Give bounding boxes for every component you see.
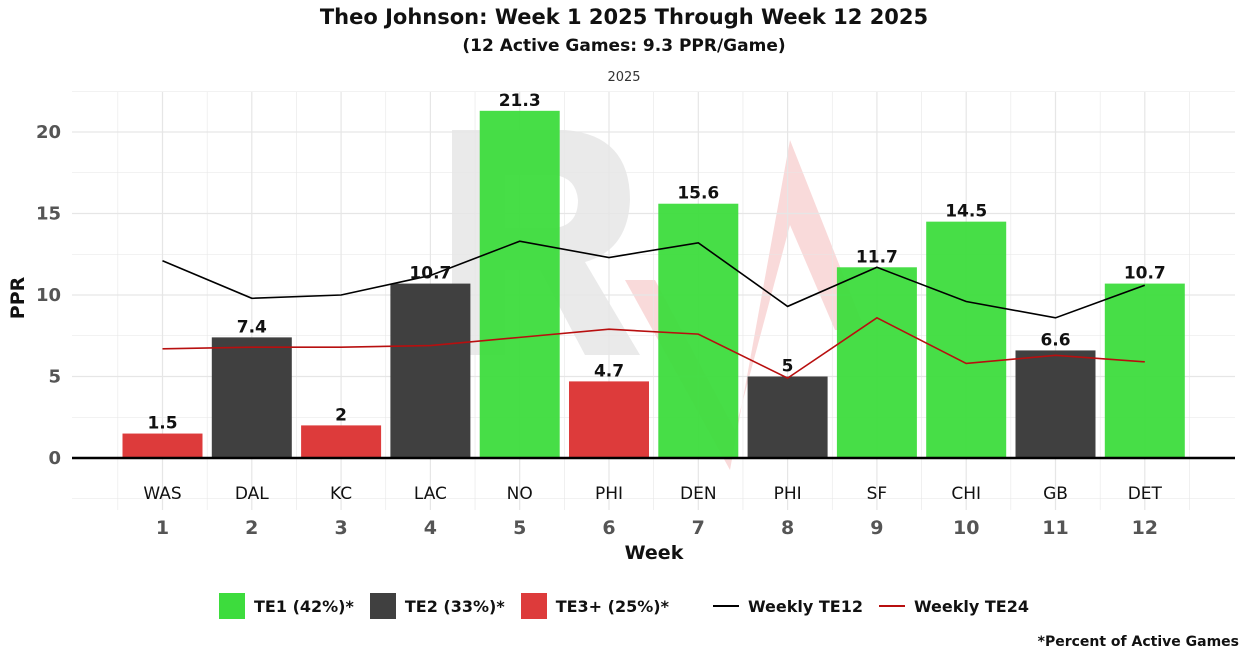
opponent-label: NO: [507, 484, 533, 504]
legend-label-te12: Weekly TE12: [747, 596, 863, 616]
opponent-label: PHI: [774, 484, 802, 504]
bar-week-5: [479, 110, 560, 458]
legend-item-te2: TE2 (33%)*: [369, 593, 505, 619]
facet-label: 2025: [607, 70, 641, 85]
x-tick-label: 2: [245, 517, 258, 539]
bar-week-8: [747, 376, 828, 458]
x-tick-label: 7: [692, 517, 705, 539]
legend-item-te24: Weekly TE24: [878, 596, 1029, 616]
opponent-label: SF: [867, 484, 888, 504]
x-tick-label: 3: [334, 517, 347, 539]
chart-subtitle: (12 Active Games: 9.3 PPR/Game): [462, 36, 786, 56]
bar-value-label: 14.5: [945, 202, 987, 222]
legend-label-te24: Weekly TE24: [913, 596, 1029, 616]
x-tick-label: 10: [953, 517, 979, 539]
bar-value-label: 6.6: [1040, 330, 1070, 350]
legend-label-te3: TE3+ (25%)*: [555, 596, 669, 616]
chart-title: Theo Johnson: Week 1 2025 Through Week 1…: [319, 5, 929, 29]
bar-week-4: [390, 283, 471, 458]
x-tick-label: 12: [1132, 517, 1158, 539]
bar-week-2: [211, 337, 292, 458]
line-te24: [162, 316, 1145, 380]
y-axis-title: PPR: [7, 276, 29, 319]
bar-value-label: 10.7: [409, 264, 451, 284]
legend-item-te3: TE3+ (25%)*: [520, 593, 669, 619]
grid: [72, 90, 1235, 510]
bar-week-12: [1104, 283, 1185, 458]
x-tick-label: 1: [156, 517, 169, 539]
chart-canvas: 1.5 7.4 2 10.7 21.3 4.7 15.6 5 11.7 14.5 6.6 10.7 0…: [7, 90, 1235, 564]
opponent-label: DEN: [680, 484, 717, 504]
y-tick-label: 5: [48, 367, 61, 388]
footnote: *Percent of Active Games: [1037, 634, 1239, 650]
bar-week-3: [301, 425, 382, 458]
legend-line-te24: [878, 605, 905, 607]
opponent-label: DAL: [235, 484, 269, 504]
bar-value-label: 2: [335, 405, 347, 425]
bar-value-label: 1.5: [147, 414, 177, 434]
y-tick-label: 15: [36, 204, 61, 225]
bar-labels: 1.5 7.4 2 10.7 21.3 4.7 15.6 5 11.7 14.5 6.6 10.7: [147, 91, 1165, 434]
bar-week-1: [122, 433, 203, 458]
bars: [122, 110, 1185, 458]
x-tick-label: 4: [424, 517, 437, 539]
legend-item-te12: Weekly TE12: [712, 596, 863, 616]
line-te12: [162, 240, 1146, 319]
opponent-label: LAC: [414, 484, 447, 504]
opponent-label: DET: [1128, 484, 1163, 504]
bar-value-label: 7.4: [237, 317, 267, 337]
bar-value-label: 10.7: [1124, 264, 1166, 284]
legend-line-te12: [712, 605, 739, 607]
bar-value-label: 5: [782, 357, 794, 377]
bar-week-6: [569, 381, 649, 458]
bar-week-9: [836, 267, 917, 458]
legend: TE1 (42%)* TE2 (33%)* TE3+ (25%)* Weekly…: [0, 590, 1248, 622]
legend-label-te2: TE2 (33%)*: [404, 596, 505, 616]
legend-swatch-te3: [520, 593, 547, 619]
y-tick-label: 0: [48, 448, 61, 469]
x-tick-label: 11: [1042, 517, 1068, 539]
opponent-label: PHI: [595, 484, 623, 504]
x-tick-label: 6: [602, 517, 615, 539]
x-axis-title: Week: [625, 542, 684, 564]
bar-week-10: [926, 221, 1007, 458]
y-tick-label: 20: [36, 122, 61, 143]
opponent-label: WAS: [143, 484, 181, 504]
reference-lines: [162, 240, 1146, 380]
bar-week-11: [1015, 350, 1096, 458]
legend-swatch-te2: [369, 593, 396, 619]
bar-value-label: 15.6: [677, 184, 719, 204]
bar-value-label: 21.3: [499, 91, 541, 111]
opponent-label: CHI: [951, 484, 981, 504]
bar-value-label: 4.7: [594, 361, 624, 381]
x-tick-label: 9: [870, 517, 883, 539]
opponent-label: KC: [330, 484, 352, 504]
bar-week-7: [658, 203, 739, 458]
legend-label-te1: TE1 (42%)*: [254, 596, 354, 616]
x-tick-label: 5: [513, 517, 526, 539]
opponent-label: GB: [1043, 484, 1068, 504]
x-tick-label: 8: [781, 517, 794, 539]
bar-value-label: 11.7: [856, 247, 898, 267]
y-tick-label: 10: [36, 285, 61, 306]
legend-item-te1: TE1 (42%)*: [219, 593, 354, 619]
legend-swatch-te1: [219, 593, 246, 619]
